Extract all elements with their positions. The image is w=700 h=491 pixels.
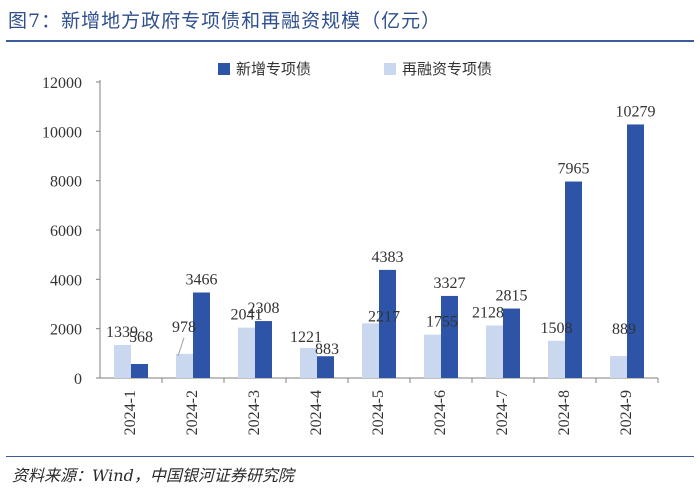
y-tick-label: 8000 [50,174,82,191]
y-tick-label: 10000 [42,124,82,141]
y-tick-label: 2000 [50,322,82,339]
x-tick-label: 2024-4 [308,390,325,435]
data-label-new: 3466 [186,272,218,289]
data-label-refinancing: 1339 [106,324,138,341]
x-tick-label: 2024-5 [370,390,387,435]
source-note: 资料来源：Wind，中国银河证券研究院 [12,466,294,485]
x-tick-label: 2024-9 [618,390,635,435]
data-label-new: 568 [129,329,153,346]
legend-label-new: 新增专项债 [236,60,311,78]
bar-new-special-bond [131,363,148,378]
data-label-refinancing: 2041 [231,307,263,324]
figure-title: 图7：新增地方政府专项债和再融资规模（亿元） [8,10,442,32]
data-label-refinancing: 889 [612,321,636,338]
data-label-new: 10279 [616,103,656,120]
bar-new-special-bond [255,321,272,378]
bar-new-special-bond [565,181,582,378]
x-tick-label: 2024-3 [246,390,263,435]
bar-refinancing [114,344,131,378]
data-label-new: 3327 [434,275,466,292]
y-tick-label: 0 [74,371,82,388]
y-tick-label: 6000 [50,223,82,240]
data-label-refinancing: 1755 [426,314,458,331]
bar-refinancing [362,323,379,378]
x-tick-label: 2024-7 [494,390,511,435]
x-tick-label: 2024-8 [556,390,573,435]
bar-new-special-bond [193,292,210,378]
data-label-new: 883 [315,341,339,358]
x-tick-label: 2024-1 [122,390,139,435]
bar-refinancing [548,340,565,378]
bar-refinancing [424,334,441,378]
y-tick-label: 12000 [42,75,82,92]
x-tick-label: 2024-6 [432,390,449,435]
bar-new-special-bond [379,269,396,378]
bar-refinancing [300,347,317,378]
bar-refinancing [486,325,503,378]
data-label-new: 2308 [248,300,280,317]
x-tick-label: 2024-2 [184,390,201,435]
source-divider [6,456,694,457]
bar-new-special-bond [441,295,458,378]
data-label-refinancing: 2217 [368,308,400,325]
legend-label-refinancing: 再融资专项债 [402,60,492,78]
data-label-refinancing: 1221 [290,329,322,346]
bar-refinancing [238,327,255,378]
y-tick-label: 4000 [50,272,82,289]
bar-refinancing [610,356,627,378]
data-label-refinancing: 1508 [541,320,573,337]
bar-new-special-bond [317,356,334,378]
data-label-new: 7965 [558,161,590,178]
data-label-new: 2815 [496,288,528,305]
data-label-refinancing: 2128 [472,305,504,322]
data-label-new: 4383 [372,249,404,266]
bar-new-special-bond [503,308,520,378]
bar-refinancing [176,353,193,378]
data-label-refinancing: 978 [172,319,196,336]
bar-new-special-bond [627,124,644,379]
title-divider [6,40,694,42]
legend-swatch-refinancing [384,63,396,75]
data-label-leader [177,337,185,357]
legend-swatch-new [218,63,230,75]
